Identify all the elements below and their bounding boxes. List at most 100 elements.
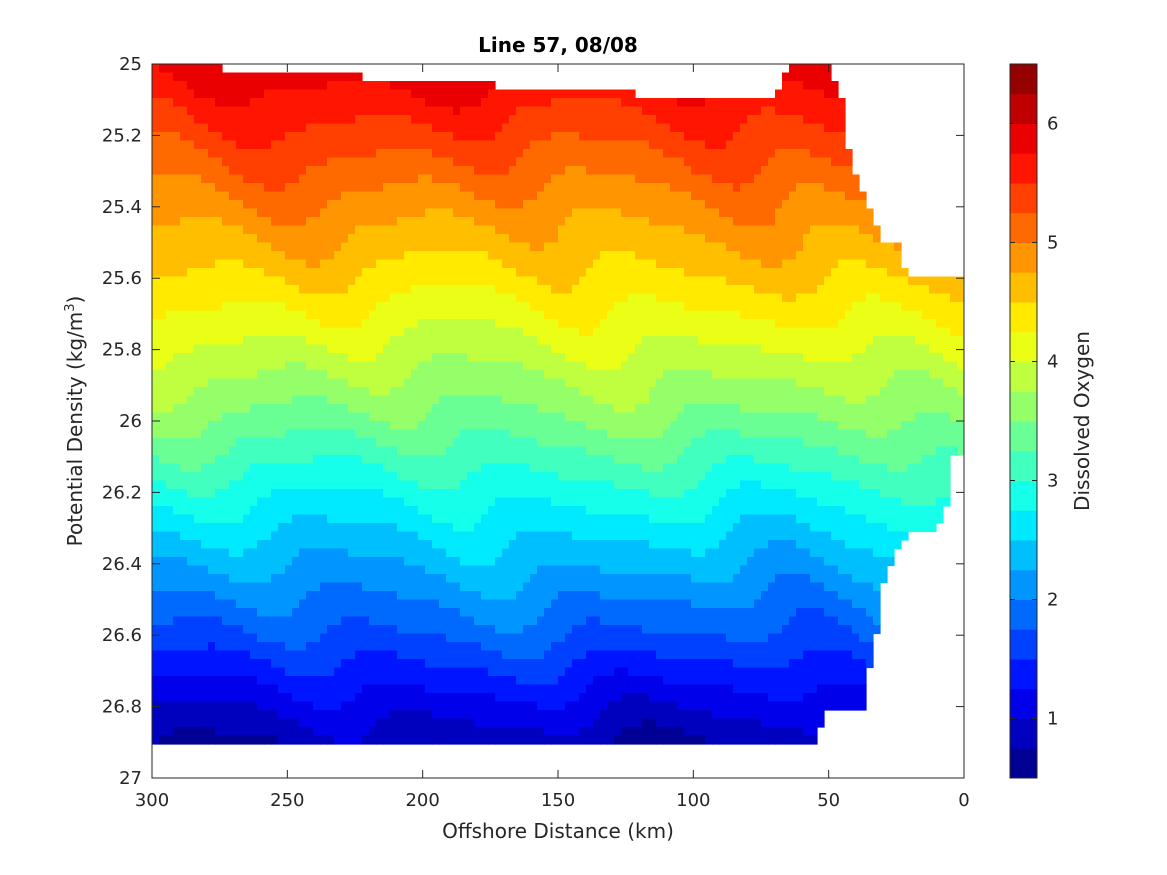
contour-cell xyxy=(376,557,384,567)
contour-cell xyxy=(530,480,538,490)
contour-cell xyxy=(376,523,384,533)
contour-cell xyxy=(243,557,251,567)
contour-cell xyxy=(397,582,405,592)
contour-cell xyxy=(215,81,223,91)
contour-cell xyxy=(341,710,349,720)
contour-cell xyxy=(215,285,223,295)
contour-cell xyxy=(404,412,412,422)
contour-cell xyxy=(327,217,335,227)
contour-cell xyxy=(404,455,412,465)
contour-cell xyxy=(222,183,230,193)
contour-cell xyxy=(299,565,307,575)
contour-cell xyxy=(292,710,300,720)
contour-cell xyxy=(327,667,335,677)
contour-cell xyxy=(404,319,412,329)
contour-cell xyxy=(411,285,419,295)
contour-cell xyxy=(285,506,293,516)
contour-cell xyxy=(166,370,174,380)
contour-cell xyxy=(292,557,300,567)
contour-cell xyxy=(495,625,503,635)
contour-cell xyxy=(369,225,377,235)
contour-cell xyxy=(229,404,237,414)
contour-cell xyxy=(201,412,209,422)
contour-cell xyxy=(446,336,454,346)
contour-cell xyxy=(208,200,216,210)
contour-cell xyxy=(481,616,489,626)
contour-cell xyxy=(488,319,496,329)
contour-cell xyxy=(194,540,202,550)
contour-cell xyxy=(250,438,258,448)
contour-cell xyxy=(530,591,538,601)
contour-cell xyxy=(243,242,251,252)
contour-cell xyxy=(390,378,398,388)
contour-cell xyxy=(173,412,181,422)
contour-cell xyxy=(348,106,356,116)
contour-cell xyxy=(551,395,559,405)
contour-cell xyxy=(362,395,370,405)
contour-cell xyxy=(341,106,349,116)
contour-cell xyxy=(362,429,370,439)
contour-cell xyxy=(152,582,160,592)
contour-cell xyxy=(425,446,433,456)
contour-cell xyxy=(229,242,237,252)
contour-cell xyxy=(390,81,398,91)
contour-cell xyxy=(362,149,370,159)
contour-cell xyxy=(446,140,454,150)
contour-cell xyxy=(579,395,587,405)
contour-cell xyxy=(285,540,293,550)
contour-cell xyxy=(166,531,174,541)
contour-cell xyxy=(544,259,552,269)
contour-cell xyxy=(334,217,342,227)
contour-cell xyxy=(425,378,433,388)
contour-cell xyxy=(180,676,188,686)
contour-cell xyxy=(173,336,181,346)
contour-cell xyxy=(516,421,524,431)
contour-cell xyxy=(495,616,503,626)
contour-cell xyxy=(152,251,160,261)
contour-cell xyxy=(299,412,307,422)
contour-cell xyxy=(432,268,440,278)
contour-cell xyxy=(474,140,482,150)
contour-cell xyxy=(593,276,601,286)
contour-cell xyxy=(194,659,202,669)
contour-cell xyxy=(264,565,272,575)
contour-cell xyxy=(488,234,496,244)
contour-cell xyxy=(502,98,510,108)
contour-cell xyxy=(439,123,447,133)
contour-cell xyxy=(390,599,398,609)
contour-cell xyxy=(159,72,167,82)
contour-cell xyxy=(306,659,314,669)
contour-cell xyxy=(264,650,272,660)
contour-cell xyxy=(579,149,587,159)
contour-cell xyxy=(250,327,258,337)
contour-cell xyxy=(327,106,335,116)
contour-cell xyxy=(537,123,545,133)
contour-cell xyxy=(390,259,398,269)
contour-cell xyxy=(320,497,328,507)
contour-cell xyxy=(187,701,195,711)
contour-cell xyxy=(180,200,188,210)
contour-cell xyxy=(285,353,293,363)
contour-cell xyxy=(313,319,321,329)
contour-cell xyxy=(369,149,377,159)
contour-cell xyxy=(187,540,195,550)
contour-cell xyxy=(313,387,321,397)
contour-cell xyxy=(495,463,503,473)
contour-cell xyxy=(152,727,160,737)
contour-cell xyxy=(544,497,552,507)
contour-cell xyxy=(432,140,440,150)
contour-cell xyxy=(229,378,237,388)
contour-cell xyxy=(271,268,279,278)
contour-cell xyxy=(334,276,342,286)
contour-cell xyxy=(201,659,209,669)
contour-cell xyxy=(222,446,230,456)
contour-cell xyxy=(481,319,489,329)
contour-cell xyxy=(481,370,489,380)
contour-cell xyxy=(334,319,342,329)
contour-cell xyxy=(495,115,503,125)
contour-cell xyxy=(425,395,433,405)
contour-cell xyxy=(173,183,181,193)
contour-cell xyxy=(453,718,461,728)
contour-cell xyxy=(327,293,335,303)
contour-cell xyxy=(229,166,237,176)
